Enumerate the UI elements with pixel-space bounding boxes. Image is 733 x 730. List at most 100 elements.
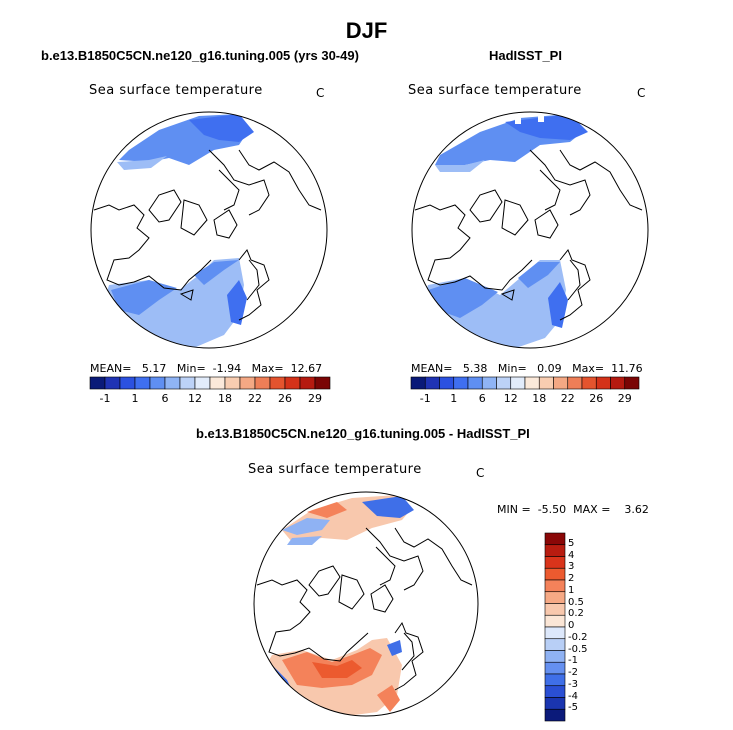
colorbar-tick-label: -4 [568, 690, 578, 702]
panel-diff-stats: MIN = -5.50 MAX = 3.62 [497, 503, 649, 516]
panel-obs-min: 0.09 [537, 362, 562, 375]
colorbar-swatch [595, 376, 611, 390]
panel-diff-max: 3.62 [624, 503, 649, 516]
colorbar-swatch [544, 556, 566, 569]
colorbar-tick-label: 22 [560, 392, 575, 405]
panel-obs-map [411, 111, 649, 349]
colorbar-tick-label: 6 [161, 392, 169, 405]
colorbar-tick-label: 26 [589, 392, 604, 405]
colorbar-tick-label: 1 [568, 584, 575, 596]
colorbar-swatch [544, 638, 566, 651]
colorbar-swatch [538, 376, 554, 390]
colorbar-swatch [224, 376, 241, 390]
colorbar-tick-label: -1 [419, 392, 431, 405]
colorbar-tick-label: 12 [188, 392, 202, 405]
colorbar-tick-label: -0.2 [568, 631, 588, 643]
colorbar-tick-label: 22 [248, 392, 262, 405]
panel-model-map [90, 111, 328, 349]
colorbar-tick-label: -0.5 [568, 643, 588, 655]
colorbar-swatch [544, 708, 566, 722]
colorbar-tick-label: -1 [99, 392, 111, 405]
panel-model-mean: 5.17 [141, 362, 167, 375]
colorbar-swatch [544, 614, 566, 628]
colorbar-swatch [581, 376, 597, 390]
colorbar-tick-label: 0.2 [568, 608, 584, 620]
colorbar-swatch [424, 376, 440, 390]
colorbar-swatch [269, 376, 286, 390]
colorbar-swatch [496, 376, 512, 390]
panel-model-min: -1.94 [212, 362, 242, 375]
panel-obs-stats: MEAN= 5.38 Min= 0.09 Max= 11.76 [411, 362, 643, 375]
colorbar-swatch [544, 697, 566, 710]
colorbar-swatch [299, 376, 316, 390]
colorbar-swatch [179, 376, 196, 390]
panel-obs-colorbar [410, 376, 640, 390]
colorbar-swatch [104, 376, 121, 390]
colorbar-swatch [544, 673, 566, 687]
panel-model-max: 12.67 [290, 362, 323, 375]
panel-obs-title: HadISST_PI [489, 48, 562, 63]
panel-diff-min-label: MIN = [497, 503, 531, 516]
colorbar-swatch [149, 376, 166, 390]
colorbar-swatch [524, 376, 540, 390]
colorbar-tick-label: 29 [617, 392, 632, 405]
colorbar-swatch [481, 376, 497, 390]
colorbar-swatch [119, 376, 136, 390]
figure-title: DJF [345, 18, 388, 43]
colorbar-swatch [567, 376, 583, 390]
colorbar-swatch [284, 376, 301, 390]
panel-obs-max-label: Max= [572, 362, 605, 375]
colorbar-tick-label: 18 [218, 392, 232, 405]
colorbar-tick-label: 5 [568, 537, 575, 549]
colorbar-swatch [610, 376, 626, 390]
colorbar-tick-label: 4 [568, 549, 575, 561]
panel-diff-max-label: MAX = [573, 503, 611, 516]
colorbar-tick-label: 2 [568, 573, 575, 584]
panel-obs-mean: 5.38 [462, 362, 488, 375]
colorbar-swatch [624, 376, 640, 390]
colorbar-tick-label: 26 [278, 392, 292, 405]
colorbar-swatch [314, 376, 331, 390]
panel-obs-variable: Sea surface temperature [408, 83, 582, 98]
colorbar-swatch [164, 376, 181, 390]
panel-diff-variable: Sea surface temperature [248, 462, 422, 477]
colorbar-swatch [254, 376, 271, 390]
colorbar-swatch [544, 579, 566, 593]
panel-obs-units: C [637, 86, 646, 100]
colorbar-tick-label: 6 [478, 392, 486, 405]
colorbar-tick-label: 12 [503, 392, 518, 405]
panel-diff-colorbar [544, 532, 566, 722]
panel-model-min-label: Min= [176, 362, 206, 375]
colorbar-swatch [194, 376, 211, 390]
colorbar-swatch [544, 603, 566, 616]
colorbar-tick-label: -5 [568, 702, 578, 714]
colorbar-tick-label: -3 [568, 678, 578, 690]
colorbar-swatch [544, 661, 566, 675]
panel-model-max-label: Max= [251, 362, 284, 375]
colorbar-tick-label: 1 [131, 392, 139, 405]
colorbar-tick-label: 0.5 [568, 596, 584, 608]
panel-obs-min-label: Min= [497, 362, 527, 375]
colorbar-swatch [439, 376, 455, 390]
panel-diff-colorbar-ticks: 5 4 3 2 1 0.5 0.2 0 -0.2 -0.5 -1 -2 -3 -4 -5 [568, 533, 608, 721]
colorbar-swatch [544, 650, 566, 663]
panel-model-colorbar-ticks: -1 1 6 12 18 22 26 29 [90, 392, 330, 406]
panel-obs-colorbar-ticks: -1 1 6 12 18 22 26 29 [411, 392, 639, 406]
colorbar-swatch [544, 567, 566, 581]
colorbar-tick-label: 1 [450, 392, 458, 405]
colorbar-tick-label: -1 [568, 655, 578, 667]
panel-model-title: b.e13.B1850C5CN.ne120_g16.tuning.005 (yr… [41, 48, 359, 63]
colorbar-tick-label: 29 [308, 392, 322, 405]
colorbar-swatch [453, 376, 469, 390]
colorbar-tick-label: 0 [568, 620, 575, 631]
panel-diff-units: C [476, 466, 485, 480]
panel-model-stats: MEAN= 5.17 Min= -1.94 Max= 12.67 [90, 362, 322, 375]
panel-diff-min: -5.50 [537, 503, 567, 516]
colorbar-swatch [410, 376, 426, 390]
colorbar-swatch [544, 626, 566, 640]
panel-model-units: C [316, 86, 325, 100]
colorbar-swatch [209, 376, 226, 390]
panel-obs-max: 11.76 [611, 362, 643, 375]
colorbar-tick-label: -2 [568, 667, 578, 678]
colorbar-swatch [544, 532, 566, 546]
